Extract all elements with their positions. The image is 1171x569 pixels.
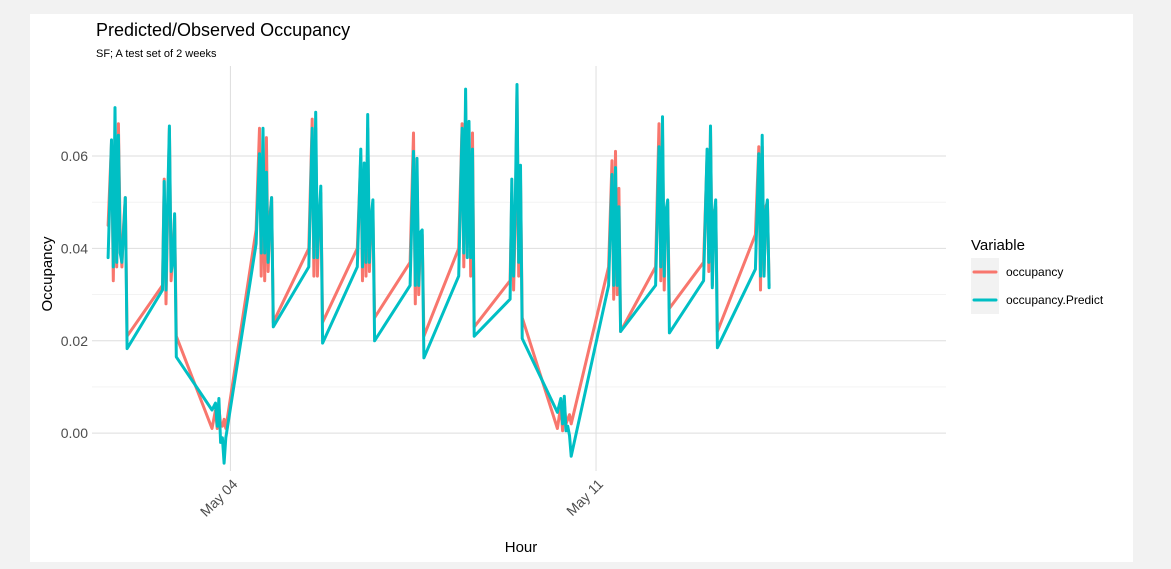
y-tick-label: 0.02 (61, 333, 88, 349)
y-axis-title: Occupancy (39, 236, 56, 312)
y-tick-labels: 0.00 0.02 0.04 0.06 (61, 148, 88, 441)
x-axis-title: Hour (505, 539, 538, 556)
y-tick-label: 0.06 (61, 148, 88, 164)
series-layer (106, 83, 771, 465)
legend-label: occupancy (1006, 265, 1063, 279)
y-tick-label: 0.00 (61, 425, 88, 441)
series-line-occupancy-predict (106, 83, 771, 465)
y-tick-label: 0.04 (61, 240, 88, 256)
chart-title: Predicted/Observed Occupancy (96, 20, 350, 40)
legend-title: Variable (971, 237, 1025, 254)
plot-background (30, 14, 1133, 562)
legend-items: occupancy occupancy.Predict (971, 258, 1104, 314)
legend-label: occupancy.Predict (1006, 293, 1104, 307)
legend: Variable occupancy occupancy.Predict (971, 237, 1104, 314)
chart-subtitle: SF; A test set of 2 weeks (96, 48, 217, 60)
